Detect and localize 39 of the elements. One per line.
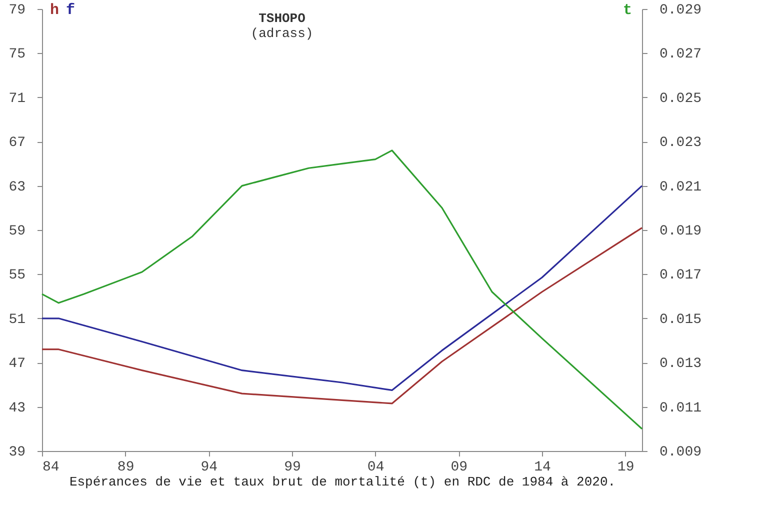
x-tick-label: 84 [42,460,60,476]
y-tick-label: 51 [8,312,26,328]
x-tick-label: 99 [284,460,301,476]
y-tick-label: 67 [8,135,26,152]
y-tick-label: 59 [8,224,26,240]
y-tick-label: 63 [8,179,26,196]
y-tick-label: 43 [8,400,26,416]
y2-tick-label: 0.015 [660,312,702,328]
text: t [622,2,632,19]
y-tick-label: 47 [8,356,26,372]
chart-title: TSHOPO [258,11,306,26]
text: h [50,2,60,19]
y2-tick-label: 0.025 [660,90,702,107]
y-tick-label: 75 [8,46,26,63]
y-tick-label: 55 [8,268,26,284]
y-tick-label: 39 [8,444,26,460]
line-series [41,226,643,404]
x-tick-label: 19 [617,460,634,476]
x-tick-label: 09 [450,460,468,476]
x-tick-label: 94 [200,460,218,476]
text: f [66,2,76,19]
y2-tick-label: 0.023 [660,135,702,152]
y-tick-label: 71 [8,90,26,107]
y2-tick-label: 0.017 [660,268,702,284]
x-tick-label: 04 [367,460,384,476]
y2-tick-label: 0.009 [660,444,702,460]
y2-tick-label: 0.027 [660,46,702,63]
line-series [41,150,643,430]
x-axis-title: Espérances de vie et taux brut de mortalité (t) en RDC de 1984 à 2020. [69,474,616,490]
line-series [41,185,643,392]
y2-tick-label: 0.013 [660,356,702,372]
y2-tick-label: 0.019 [660,224,702,240]
text: (adrass) [250,26,314,41]
x-tick-label: 14 [534,460,551,476]
y2-tick-label: 0.021 [660,179,702,196]
y-tick-label: 79 [8,2,26,18]
y2-tick-label: 0.011 [660,400,702,416]
x-tick-label: 89 [117,460,134,476]
y2-tick-label: 0.029 [660,2,702,18]
